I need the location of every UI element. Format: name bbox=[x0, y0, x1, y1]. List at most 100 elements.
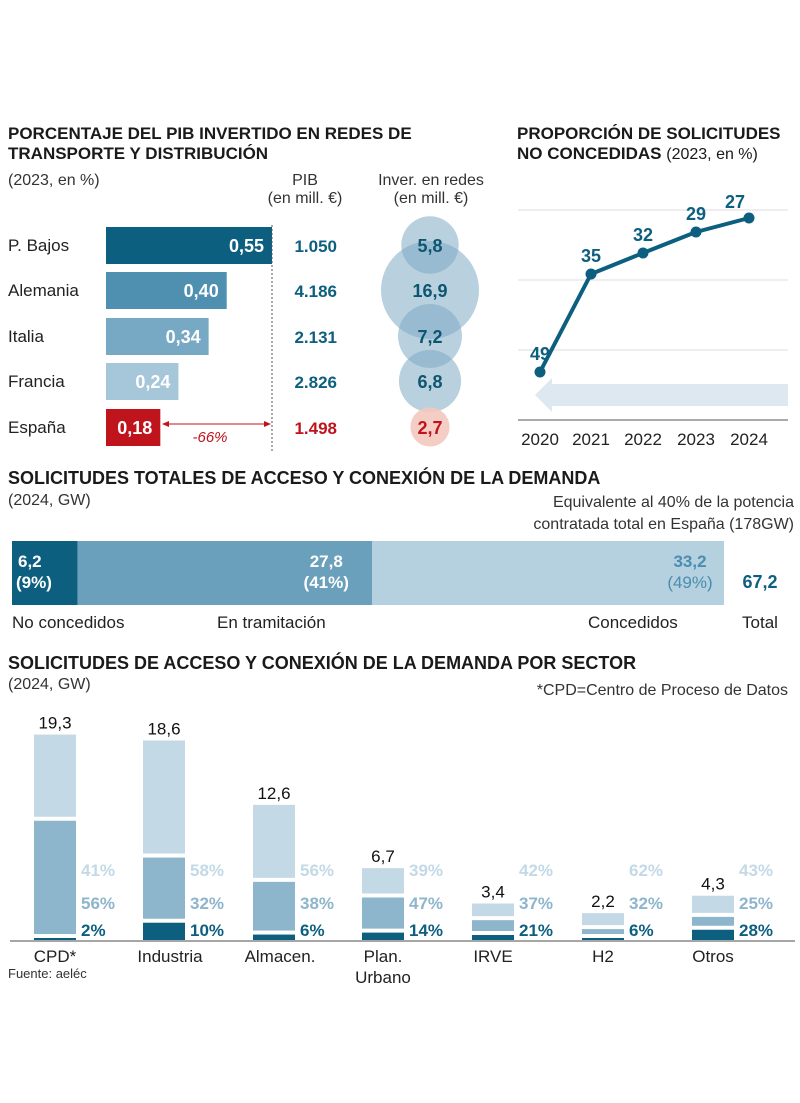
chart1-title: PORCENTAJE DEL PIB INVERTIDO EN REDES DE… bbox=[8, 124, 412, 163]
segment-name: Concedidos bbox=[588, 613, 678, 632]
pib-header: PIB (en mill. €) bbox=[265, 172, 345, 208]
percent-label-dark: 6% bbox=[300, 921, 325, 940]
stacked-segment bbox=[472, 920, 514, 932]
percent-label-dark: 2% bbox=[81, 921, 106, 940]
stacked-segment bbox=[253, 804, 295, 878]
segment-percent: (49%) bbox=[667, 573, 712, 592]
stacked-segment bbox=[12, 541, 78, 605]
source: Fuente: aeléc bbox=[8, 966, 87, 981]
stacked-segment bbox=[582, 938, 624, 940]
country-label: España bbox=[8, 418, 66, 437]
chart2-title: PROPORCIÓN DE SOLICITUDES NO CONCEDIDAS … bbox=[517, 124, 797, 165]
total-value: 67,2 bbox=[742, 572, 777, 592]
x-tick-label: 2020 bbox=[521, 430, 559, 449]
pib-header-line1: PIB bbox=[292, 172, 318, 189]
percent-label-dark: 28% bbox=[739, 921, 773, 940]
stacked-segment bbox=[253, 934, 295, 940]
bar-value-label: 0,40 bbox=[184, 281, 219, 301]
bar-value-label: 0,34 bbox=[166, 327, 201, 347]
category-label: CPD* bbox=[34, 947, 77, 966]
total-label: 2,2 bbox=[591, 892, 615, 911]
stacked-segment bbox=[372, 541, 724, 605]
chart4-title: SOLICITUDES DE ACCESO Y CONEXIÓN DE LA D… bbox=[8, 653, 637, 673]
percent-label-mid: 47% bbox=[409, 894, 443, 913]
investment-label: 6,8 bbox=[417, 372, 442, 392]
category-label: Almacen. bbox=[245, 947, 316, 966]
difference-annotation: -66% bbox=[192, 429, 227, 446]
chart3-subtitle: (2024, GW) bbox=[8, 492, 91, 509]
total-label: 12,6 bbox=[257, 784, 290, 803]
investment-label: 5,8 bbox=[417, 236, 442, 256]
percent-label-dark: 6% bbox=[629, 921, 654, 940]
data-point bbox=[637, 247, 649, 259]
background-arrow-icon bbox=[535, 378, 788, 412]
stacked-segment bbox=[692, 895, 734, 913]
pib-value: 4.186 bbox=[294, 282, 337, 301]
investment-header-line2: (en mill. €) bbox=[393, 190, 469, 207]
chart2-title-text: PROPORCIÓN DE SOLICITUDES NO CONCEDIDAS bbox=[517, 124, 781, 163]
stacked-segment bbox=[253, 881, 295, 931]
category-label: Plan. bbox=[364, 947, 403, 966]
stacked-segment bbox=[582, 929, 624, 934]
investment-label: 7,2 bbox=[417, 327, 442, 347]
pib-value: 2.131 bbox=[294, 328, 337, 347]
stacked-segment bbox=[582, 913, 624, 926]
country-label: Alemania bbox=[8, 281, 79, 300]
percent-label-dark: 14% bbox=[409, 921, 443, 940]
x-tick-label: 2024 bbox=[730, 430, 768, 449]
total-label: Total bbox=[742, 613, 778, 632]
category-label: IRVE bbox=[473, 947, 512, 966]
chart3-note: Equivalente al 40% de la potencia contra… bbox=[533, 492, 794, 536]
percent-label-light: 43% bbox=[739, 861, 773, 880]
pib-header-line2: (en mill. €) bbox=[267, 190, 343, 207]
percent-label-light: 62% bbox=[629, 861, 663, 880]
stacked-segment bbox=[362, 897, 404, 929]
bar-value-label: 0,55 bbox=[229, 236, 264, 256]
bar-value-label: 0,18 bbox=[117, 418, 152, 438]
category-label: H2 bbox=[592, 947, 614, 966]
pib-value: 1.498 bbox=[294, 419, 337, 438]
data-label: 32 bbox=[633, 225, 653, 245]
bar bbox=[106, 363, 179, 400]
total-label: 18,6 bbox=[147, 720, 180, 739]
stacked-segment bbox=[34, 820, 76, 934]
pib-value: 1.050 bbox=[294, 237, 337, 256]
stacked-segment bbox=[362, 932, 404, 940]
chart3-note-line2: contratada total en España (178GW) bbox=[533, 516, 794, 533]
category-label: Industria bbox=[137, 947, 203, 966]
percent-label-mid: 25% bbox=[739, 894, 773, 913]
chart3-title: SOLICITUDES TOTALES DE ACCESO Y CONEXIÓN… bbox=[8, 468, 601, 488]
stacked-segment bbox=[472, 935, 514, 940]
investment-bubble bbox=[398, 349, 462, 413]
chart3-note-line1: Equivalente al 40% de la potencia bbox=[552, 494, 794, 511]
stacked-segment bbox=[692, 929, 734, 940]
stacked-segment bbox=[362, 868, 404, 894]
segment-percent: (41%) bbox=[304, 573, 349, 592]
percent-label-light: 39% bbox=[409, 861, 443, 880]
bar bbox=[106, 318, 209, 355]
bar-value-label: 0,24 bbox=[135, 372, 170, 392]
investment-bubble bbox=[410, 407, 450, 447]
data-point bbox=[585, 268, 597, 280]
segment-value: 33,2 bbox=[673, 552, 706, 571]
investment-label: 2,7 bbox=[417, 418, 442, 438]
stacked-segment bbox=[472, 903, 514, 917]
segment-value: 6,2 bbox=[18, 552, 42, 571]
pib-value: 2.826 bbox=[294, 373, 337, 392]
percent-label-mid: 37% bbox=[519, 894, 553, 913]
percent-label-dark: 10% bbox=[190, 921, 224, 940]
chart4-subtitle: (2024, GW) bbox=[8, 676, 91, 693]
percent-label-mid: 56% bbox=[81, 894, 115, 913]
percent-label-mid: 32% bbox=[190, 894, 224, 913]
country-label: Francia bbox=[8, 372, 65, 391]
stacked-segment bbox=[34, 938, 76, 940]
stacked-segment bbox=[143, 857, 185, 919]
bar bbox=[106, 272, 227, 309]
bar bbox=[106, 409, 161, 446]
segment-name: No concedidos bbox=[12, 613, 124, 632]
chart2-subtitle: (2023, en %) bbox=[666, 146, 758, 163]
segment-value: 27,8 bbox=[310, 552, 343, 571]
category-label: Urbano bbox=[355, 968, 411, 987]
